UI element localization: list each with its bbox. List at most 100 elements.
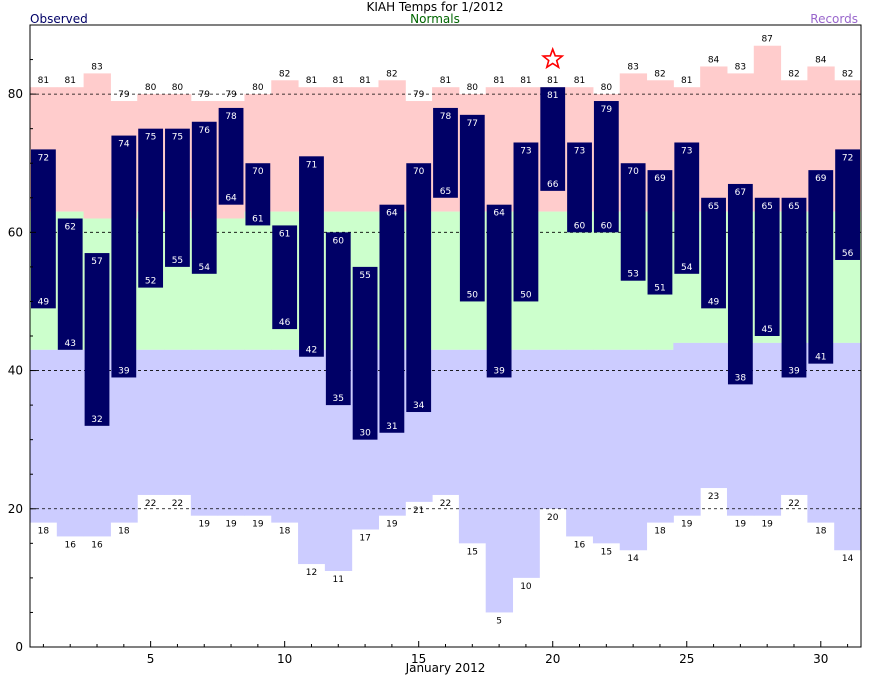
- observed-bar: [245, 163, 271, 226]
- observed-low-label: 45: [761, 325, 772, 335]
- record-high-label: 82: [842, 69, 853, 79]
- record-low-label: 12: [306, 568, 317, 578]
- observed-high-label: 73: [681, 146, 692, 156]
- normal-band: [566, 211, 594, 350]
- record-high-band: [753, 45, 782, 212]
- record-high-label: 81: [681, 76, 692, 86]
- record-low-band: [56, 349, 85, 537]
- record-high-band: [780, 80, 808, 212]
- x-tick-label: 5: [147, 652, 155, 666]
- record-high-label: 79: [199, 90, 211, 100]
- record-low-band: [485, 349, 514, 613]
- observed-low-label: 60: [601, 221, 613, 231]
- record-low-band: [164, 349, 192, 495]
- x-tick-label: 30: [813, 652, 828, 666]
- record-low-label: 14: [842, 554, 854, 564]
- observed-low-label: 31: [386, 422, 397, 432]
- observed-low-label: 50: [520, 290, 532, 300]
- record-high-band: [351, 87, 379, 212]
- observed-bar: [299, 156, 324, 357]
- observed-low-label: 41: [815, 353, 826, 363]
- observed-bar: [111, 135, 137, 378]
- record-low-band: [566, 349, 594, 537]
- record-low-label: 19: [681, 520, 693, 530]
- record-low-band: [834, 342, 862, 551]
- record-low-band: [619, 349, 648, 551]
- observed-high-label: 65: [708, 202, 719, 212]
- record-low-label: 18: [38, 527, 50, 537]
- observed-high-label: 64: [493, 209, 505, 219]
- record-low-band: [646, 349, 674, 523]
- normal-band: [592, 211, 621, 350]
- record-high-label: 84: [815, 55, 827, 65]
- observed-high-label: 70: [413, 167, 425, 177]
- observed-low-label: 55: [172, 256, 183, 266]
- observed-legend-label: Observed: [30, 12, 88, 26]
- record-high-label: 82: [279, 69, 290, 79]
- observed-bar: [567, 142, 592, 233]
- observed-low-label: 65: [440, 187, 451, 197]
- observed-high-label: 65: [788, 202, 799, 212]
- observed-bar: [701, 197, 726, 309]
- record-low-label: 11: [333, 575, 344, 585]
- record-high-band: [324, 87, 353, 212]
- observed-high-label: 72: [842, 153, 853, 163]
- record-high-label: 80: [172, 83, 184, 93]
- observed-bar: [620, 163, 646, 281]
- record-low-band: [137, 349, 165, 495]
- observed-bar: [84, 253, 110, 426]
- record-high-label: 87: [761, 35, 772, 45]
- record-high-label: 81: [306, 76, 317, 86]
- record-high-label: 81: [333, 76, 344, 86]
- record-low-label: 18: [279, 527, 291, 537]
- observed-high-label: 61: [279, 229, 290, 239]
- observed-high-label: 78: [440, 112, 452, 122]
- record-high-label: 83: [91, 62, 102, 72]
- observed-low-label: 39: [118, 366, 130, 376]
- record-high-band: [56, 87, 85, 212]
- record-high-band: [271, 80, 299, 212]
- record-low-label: 15: [467, 547, 478, 557]
- observed-high-label: 60: [333, 236, 345, 246]
- record-high-label: 81: [38, 76, 49, 86]
- observed-bar: [593, 101, 619, 233]
- record-high-label: 81: [440, 76, 451, 86]
- observed-bar: [540, 87, 566, 191]
- record-low-label: 15: [601, 547, 612, 557]
- record-high-label: 81: [64, 76, 75, 86]
- record-low-band: [458, 349, 487, 544]
- record-low-label: 14: [627, 554, 639, 564]
- record-low-label: 18: [118, 527, 130, 537]
- normal-band: [432, 211, 460, 350]
- record-low-label: 17: [359, 534, 370, 544]
- observed-bar: [781, 197, 807, 378]
- record-high-label: 82: [386, 69, 397, 79]
- observed-bar: [379, 204, 405, 433]
- record-high-label: 79: [413, 90, 425, 100]
- record-low-label: 23: [708, 492, 719, 502]
- observed-low-label: 50: [467, 290, 479, 300]
- x-axis-label: January 2012: [405, 661, 486, 675]
- record-low-label: 22: [172, 499, 183, 509]
- record-low-label: 19: [199, 520, 211, 530]
- record-low-band: [592, 349, 621, 544]
- record-low-label: 19: [252, 520, 264, 530]
- chart-title: KIAH Temps for 1/2012: [366, 0, 504, 14]
- observed-bar: [513, 142, 539, 302]
- observed-bar: [165, 128, 190, 267]
- observed-bar: [352, 266, 378, 440]
- observed-high-label: 77: [467, 119, 478, 129]
- record-high-label: 81: [359, 76, 370, 86]
- record-low-band: [217, 349, 245, 516]
- observed-bar: [191, 121, 217, 274]
- observed-bar: [57, 218, 83, 350]
- normal-band: [217, 218, 245, 350]
- record-low-label: 22: [788, 499, 799, 509]
- observed-high-label: 67: [735, 188, 746, 198]
- observed-high-label: 70: [627, 167, 639, 177]
- observed-low-label: 66: [547, 180, 559, 190]
- record-low-band: [190, 349, 219, 516]
- observed-bar: [835, 149, 860, 260]
- records-legend-label: Records: [810, 12, 858, 26]
- observed-high-label: 74: [118, 140, 130, 150]
